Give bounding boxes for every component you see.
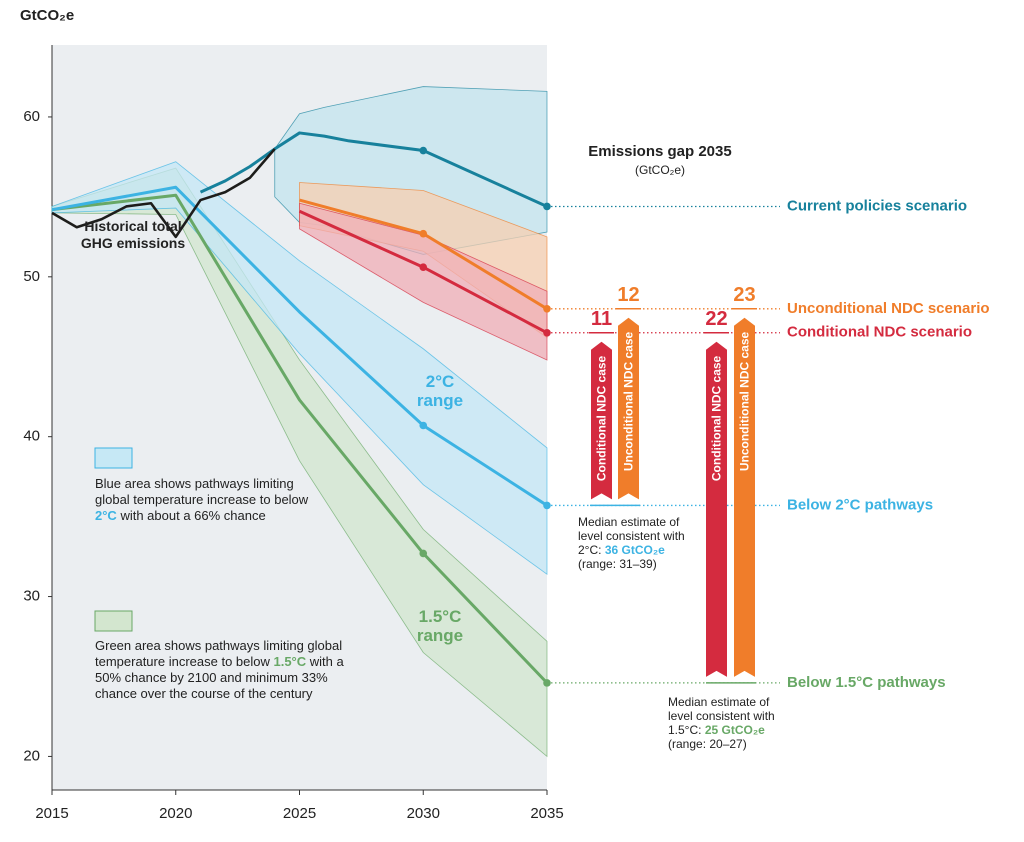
median-note-part: Median estimate of level consistent with…: [578, 515, 685, 557]
series-label: Current policies scenario: [787, 197, 967, 214]
series-point: [419, 146, 428, 155]
gap-case: Unconditional NDC case: [622, 331, 636, 471]
median-note-part: 25 GtCO₂e: [704, 723, 765, 737]
series-point: [543, 328, 551, 337]
series-line: [199, 131, 548, 208]
series-point: [419, 263, 428, 272]
range-annotation: 1.5°C range: [416, 607, 464, 645]
range-annotation: 2°C range: [416, 372, 464, 410]
median-note-part: Median estimate of level consistent with…: [668, 695, 775, 737]
gap-case: Conditional NDC case: [595, 355, 609, 481]
series-point: [543, 202, 551, 211]
gap-title: Emissions gap 2035: [588, 143, 731, 160]
y-tick-label: 50: [23, 268, 40, 285]
gap-value: 12: [617, 284, 639, 306]
median-note-part: (range: 20–27): [668, 737, 747, 751]
median-note-part: (range: 31–39): [578, 557, 657, 571]
x-tick-label: 2030: [407, 805, 440, 822]
median-note: Median estimate of level consistent with…: [578, 515, 706, 571]
series-line: [51, 185, 548, 507]
series-point: [543, 679, 551, 687]
y-tick-label: 20: [23, 747, 40, 764]
series-line: [51, 193, 549, 684]
gap-bar: [706, 341, 727, 677]
series-point: [419, 421, 428, 430]
gap-value: 23: [733, 284, 755, 306]
x-tick-label: 2035: [530, 805, 563, 822]
series-label: Below 1.5°C pathways: [787, 674, 946, 691]
legend-text-part: Green area shows pathways limiting globa…: [95, 638, 343, 669]
range-band: [51, 161, 548, 575]
series-label: Conditional NDC scenario: [787, 324, 972, 341]
legend-text-part: 2°C: [95, 508, 117, 523]
y-tick-label: 40: [23, 428, 40, 445]
x-tick-label: 2025: [283, 805, 316, 822]
historical-label: Historical total GHG emissions: [80, 218, 186, 251]
gap-value: 22: [705, 308, 727, 330]
gap-value: 11: [591, 308, 612, 330]
y-tick-label: 60: [23, 108, 40, 125]
gap-case: Conditional NDC case: [710, 355, 724, 481]
legend-text-part: with about a 66% chance: [116, 508, 266, 523]
y-axis-label: GtCO₂e: [20, 7, 74, 24]
gap-bar: [734, 317, 755, 677]
series-line: [51, 148, 276, 239]
series-point: [419, 549, 428, 558]
series-point: [543, 304, 551, 313]
legend-swatch: [94, 610, 133, 632]
legend-swatch: [94, 447, 133, 469]
legend-text-part: 1.5°C: [273, 654, 307, 669]
legend-text: Green area shows pathways limiting globa…: [95, 638, 360, 702]
legend-text-part: Blue area shows pathways limiting global…: [95, 476, 309, 507]
gap-bar: [591, 341, 612, 500]
median-note-part: 36 GtCO₂e: [604, 543, 665, 557]
legend-text: Blue area shows pathways limiting global…: [95, 476, 315, 524]
series-label: Unconditional NDC scenario: [787, 300, 990, 317]
series-label: Below 2°C pathways: [787, 496, 933, 513]
legend-text-part: with a 50% chance by 2100 and minimum 33…: [95, 654, 344, 701]
gap-bar: [618, 317, 639, 500]
x-tick-label: 2015: [35, 805, 68, 822]
x-tick-label: 2020: [159, 805, 192, 822]
y-tick-label: 30: [23, 588, 40, 605]
gap-unit: (GtCO₂e): [635, 163, 685, 177]
series-point: [419, 229, 428, 238]
series-point: [543, 501, 551, 510]
gap-case: Unconditional NDC case: [738, 331, 752, 471]
median-note: Median estimate of level consistent with…: [668, 695, 796, 751]
